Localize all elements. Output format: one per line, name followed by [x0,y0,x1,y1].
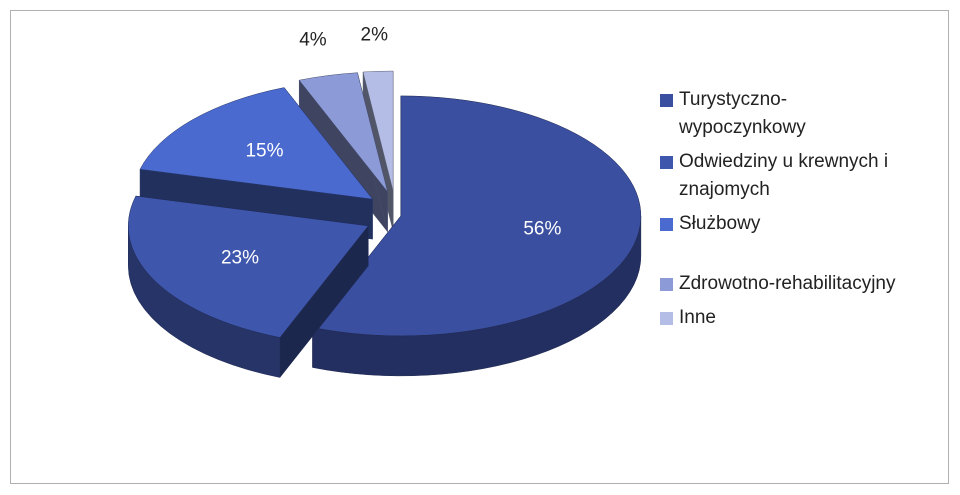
data-label: 2% [361,24,389,45]
legend-swatch [660,278,673,291]
slice [128,195,369,379]
slice [312,95,642,377]
legend-swatch [660,312,673,325]
legend-label: Inne [679,307,716,328]
slice-top [128,195,369,338]
slice-top [312,95,642,337]
data-label: 23% [221,248,259,269]
legend-label: Zdrowotno-rehabilitacyjny [679,273,896,294]
legend: Turystyczno-wypoczynkowy Odwiedziny u kre… [660,86,901,338]
data-label: 56% [523,218,561,239]
legend-label: Turystyczno-wypoczynkowy [679,89,806,138]
legend-item: Inne [660,304,901,332]
slice-top [362,70,394,192]
legend-swatch [660,218,673,231]
legend-swatch [660,156,673,169]
legend-item: Zdrowotno-rehabilitacyjny [660,270,901,298]
legend-item: Turystyczno-wypoczynkowy [660,86,901,142]
data-label: 4% [299,29,327,50]
legend-item: Odwiedziny u krewnych i znajomych [660,148,901,204]
data-label: 15% [245,141,283,162]
slice-top [139,87,374,200]
slice-top [298,72,388,192]
legend-swatch [660,94,673,107]
legend-label: Służbowy [679,213,761,234]
legend-item: Służbowy [660,210,901,238]
legend-label: Odwiedziny u krewnych i znajomych [679,151,889,200]
